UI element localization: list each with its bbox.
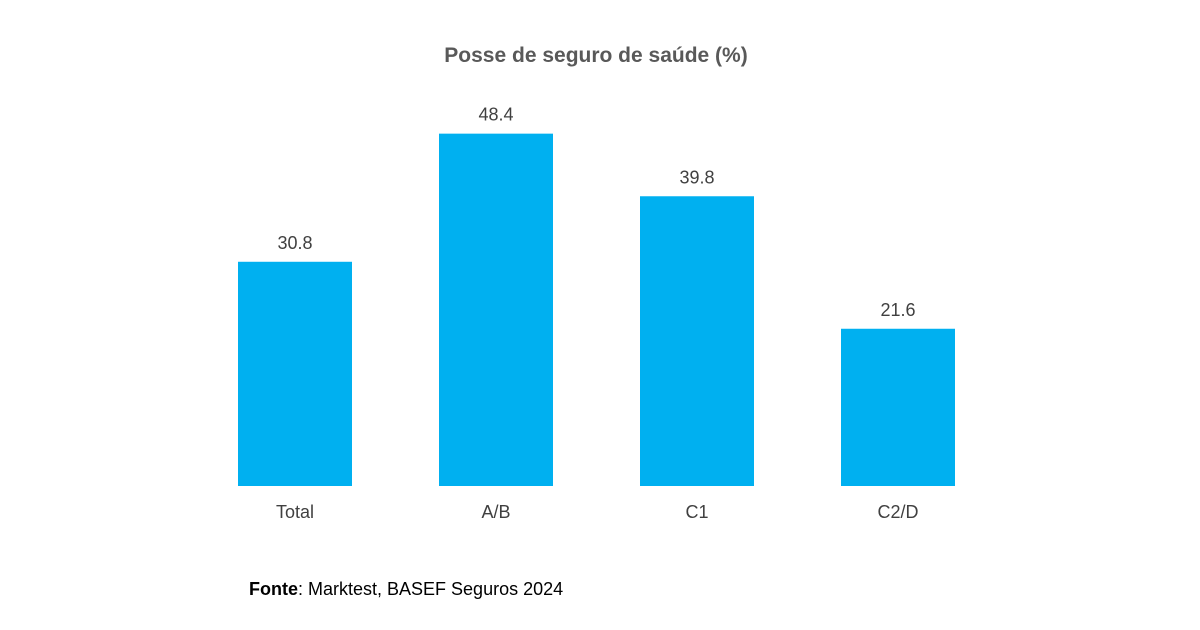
bar-c2-d: [841, 328, 955, 486]
value-label-a-b: 48.4: [478, 105, 513, 125]
value-label-c1: 39.8: [679, 167, 714, 187]
category-label-c1: C1: [685, 502, 708, 522]
source-label: Fonte: [249, 579, 298, 599]
category-label-a-b: A/B: [481, 502, 510, 522]
bars-group: 30.8 Total 48.4 A/B 39.8 C1 21.6 C2/D: [238, 105, 955, 522]
source-text: : Marktest, BASEF Seguros 2024: [298, 579, 564, 599]
bar-a-b: [439, 133, 553, 486]
chart-title: Posse de seguro de saúde (%): [444, 44, 748, 67]
value-label-c2-d: 21.6: [880, 300, 915, 320]
bar-c1: [640, 196, 754, 487]
category-label-total: Total: [276, 502, 314, 522]
bar-total: [238, 261, 352, 486]
value-label-total: 30.8: [277, 233, 312, 253]
source-note: Fonte: Marktest, BASEF Seguros 2024: [249, 579, 563, 600]
category-label-c2-d: C2/D: [877, 502, 918, 522]
